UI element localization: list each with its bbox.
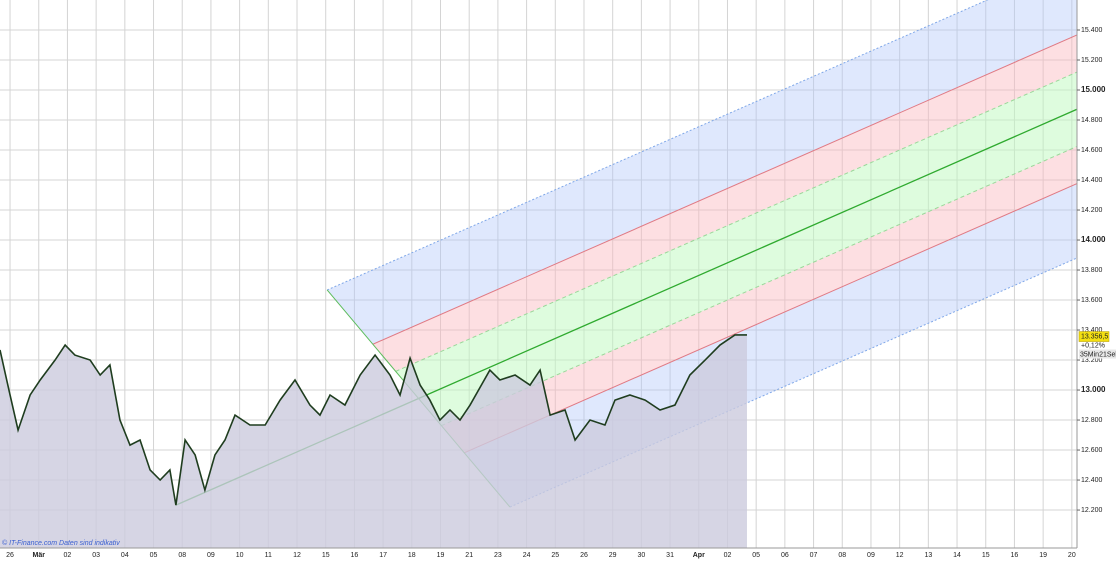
last-price-label: 13.356,5 — [1081, 333, 1108, 340]
x-tick-label: 31 — [666, 552, 674, 559]
x-tick-label: 12 — [293, 552, 301, 559]
x-tick-label: Mär — [33, 552, 46, 559]
x-tick-label: 02 — [64, 552, 72, 559]
y-tick-label: 14.400 — [1081, 177, 1103, 184]
fork-line — [372, 34, 1077, 345]
x-tick-label: 08 — [178, 552, 186, 559]
last-price-box — [1078, 331, 1110, 342]
y-tick-label: 15.200 — [1081, 57, 1103, 64]
x-tick-label: 18 — [408, 552, 416, 559]
x-tick-label: 10 — [236, 552, 244, 559]
x-tick-label: 06 — [781, 552, 789, 559]
x-tick-label: 25 — [551, 552, 559, 559]
price — [0, 334, 747, 548]
x-tick-label: 19 — [437, 552, 445, 559]
y-tick-label: 14.000 — [1081, 235, 1106, 244]
countdown-box — [1079, 349, 1116, 359]
x-tick-label: 30 — [637, 552, 645, 559]
fork-line — [509, 257, 1077, 508]
fork-line — [395, 71, 1077, 372]
x-axis-area — [0, 548, 1077, 563]
fork-band — [395, 72, 1077, 426]
x-tick-label: 03 — [92, 552, 100, 559]
x-tick-label: 29 — [609, 552, 617, 559]
y-tick-label: 13.800 — [1081, 267, 1103, 274]
y-tick-label: 13.200 — [1081, 357, 1103, 364]
x-tick-label: 12 — [896, 552, 904, 559]
y-tick-label: 15.000 — [1081, 85, 1106, 94]
x-tick-label: 14 — [953, 552, 961, 559]
x-tick-label: 09 — [867, 552, 875, 559]
x-tick-label: 23 — [494, 552, 502, 559]
y-tick-label: 12.400 — [1081, 477, 1103, 484]
x-tick-label: 15 — [982, 552, 990, 559]
x-tick-label: 16 — [1011, 552, 1019, 559]
x-tick-label: 16 — [351, 552, 359, 559]
y-tick-label: 12.800 — [1081, 417, 1103, 424]
x-tick-label: 05 — [752, 552, 760, 559]
price-line — [0, 334, 747, 506]
x-tick-label: 05 — [150, 552, 158, 559]
y-tick-label: 14.200 — [1081, 207, 1103, 214]
y-tick-label: 13.400 — [1081, 327, 1103, 334]
fork-line — [464, 183, 1077, 454]
fork-line — [441, 145, 1077, 427]
fork-band — [327, 0, 1077, 345]
y-tick-label: 12.200 — [1081, 507, 1103, 514]
y-tick-label: 14.800 — [1081, 117, 1103, 124]
x-tick-label: 02 — [724, 552, 732, 559]
y-tick-label: 13.600 — [1081, 297, 1103, 304]
x-tick-label: 20 — [1068, 552, 1076, 559]
y-tick-label: 15.400 — [1081, 27, 1103, 34]
x-tick-label: Apr — [693, 552, 705, 559]
y-tick-label: 13.000 — [1081, 385, 1106, 394]
x-tick-label: 07 — [810, 552, 818, 559]
x-tick-label: 08 — [838, 552, 846, 559]
y-tick-label: 14.600 — [1081, 147, 1103, 154]
x-tick-label: 04 — [121, 552, 129, 559]
y-tick-label: 12.600 — [1081, 447, 1103, 454]
x-tick-label: 19 — [1039, 552, 1047, 559]
x-tick-label: 17 — [379, 552, 387, 559]
countdown-label: 35Min21Sek — [1080, 351, 1116, 358]
x-tick-label: 26 — [580, 552, 588, 559]
x-tick-label: 09 — [207, 552, 215, 559]
fork-band — [372, 34, 1077, 372]
x-tick-label: 26 — [6, 552, 14, 559]
x-tick-label: 11 — [265, 552, 272, 559]
x-tick-label: 15 — [322, 552, 330, 559]
fork-line — [326, 0, 989, 291]
change-label: +0,12% — [1081, 342, 1105, 349]
axes: 12.200 12.400 12.600 12.800 13.000 13.200 13.4… — [6, 27, 1116, 559]
fork-band — [441, 146, 1077, 453]
x-tick-label: 21 — [465, 552, 473, 559]
y-axis-area — [1077, 0, 1116, 563]
x-tick-label: 13 — [924, 552, 932, 559]
watermark: © IT-Finance.com Daten sind indikativ — [2, 539, 120, 547]
price-area — [0, 334, 747, 548]
x-tick-label: 24 — [523, 552, 531, 559]
